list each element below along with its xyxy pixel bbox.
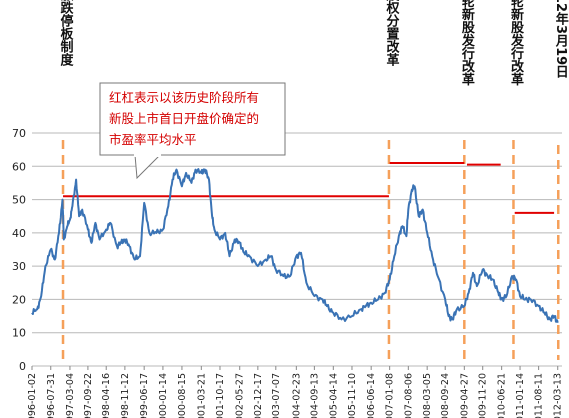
event-labels: 涨跌停板制度 股权分置改革 第一轮新股发行改革 第二轮新股发行改革 2012年3月19日 [58,0,569,87]
series-layer [31,168,559,323]
x-tick-label: 2001-10-17 [215,373,226,418]
x-tick-label: 1997-03-04 [65,373,76,418]
event-label: 股权分置改革 [383,0,400,67]
x-tick-label: 2005-11-10 [347,373,358,418]
x-tick-label: 2001-03-21 [196,373,207,418]
y-tick-label: 50 [12,194,26,207]
y-tick-label: 60 [12,160,26,173]
callout-text-line: 市盈率平均水平 [109,132,197,147]
gridlines [32,132,562,367]
x-tick-label: 1999-06-17 [139,373,150,418]
x-tick-label: 2008-03-05 [422,373,433,418]
x-axis-ticks: 1996-01-02 1996-07-31 1997-03-04 1997-09-22… [27,366,564,418]
x-tick-label: 1997-09-22 [83,373,94,418]
reference-lines [63,161,555,214]
x-tick-label: 1998-11-12 [120,373,131,418]
series-line [31,168,559,323]
y-tick-label: 0 [19,360,26,373]
x-tick-label: 2006-06-14 [366,373,377,418]
x-tick-label: 2004-09-13 [309,373,320,418]
y-tick-label: 30 [12,260,26,273]
callout-join [134,154,161,157]
event-label: 2012年3月19日 [553,0,569,80]
event-label: 第一轮新股发行改革 [459,0,476,87]
y-tick-label: 70 [12,127,26,140]
x-tick-label: 2008-09-24 [440,373,451,418]
x-tick-label: 2004-02-23 [291,373,302,418]
y-tick-label: 20 [12,293,26,306]
x-tick-label: 2002-12-17 [253,373,264,418]
x-tick-label: 2007-01-08 [385,373,396,418]
x-tick-label: 2000-08-15 [177,373,188,418]
x-tick-label: 2012-03-13 [553,373,564,418]
x-tick-label: 2000-01-14 [158,373,169,418]
x-tick-label: 2010-06-21 [497,373,508,418]
x-tick-label: 2007-08-06 [403,373,414,418]
x-tick-label: 2005-04-14 [328,373,339,418]
x-tick-label: 2011-08-11 [534,373,545,418]
x-tick-label: 1998-04-16 [101,373,112,418]
y-tick-label: 10 [12,327,26,340]
callout-text-line: 新股上市首日开盘价确定的 [109,111,259,126]
y-axis-ticks: 0 10 20 30 40 50 60 70 [12,127,26,373]
callout-text-line: 红杠表示以该历史阶段所有 [109,90,259,105]
event-label: 第二轮新股发行改革 [508,0,525,87]
x-tick-label: 1996-01-02 [27,373,38,418]
y-tick-label: 40 [12,227,26,240]
x-tick-label: 2011-01-14 [515,373,526,418]
event-label: 涨跌停板制度 [58,0,75,67]
x-tick-label: 2002-05-27 [235,373,246,418]
x-tick-label: 1996-07-31 [46,373,57,418]
event-markers [61,140,560,360]
x-tick-label: 2009-04-27 [459,373,470,418]
x-tick-label: 2003-07-07 [271,373,282,418]
x-tick-label: 2009-11-20 [478,373,489,418]
callout-box [99,82,286,156]
